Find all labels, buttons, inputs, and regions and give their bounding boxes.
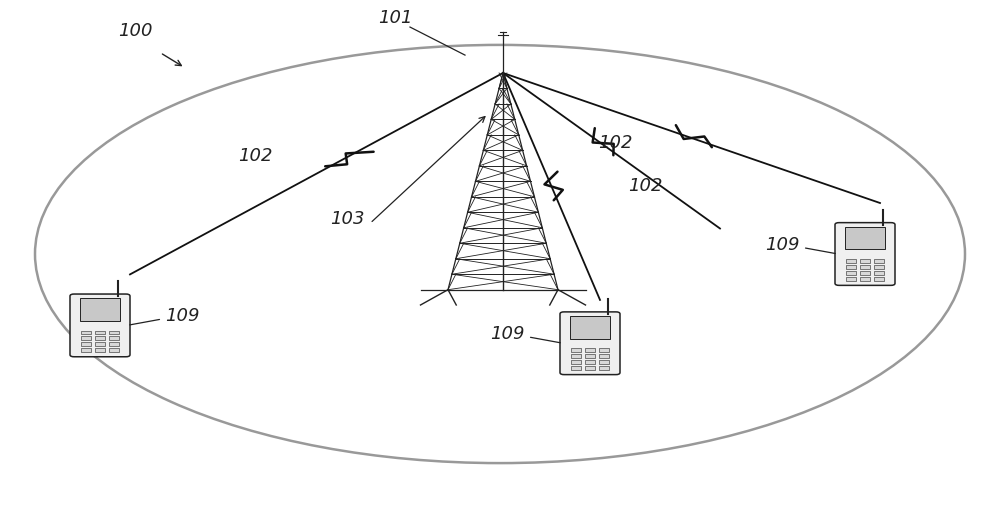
Text: 109: 109 <box>766 236 835 254</box>
Bar <box>109 331 119 335</box>
Bar <box>81 337 91 341</box>
Bar <box>860 266 870 269</box>
Bar <box>95 349 105 352</box>
FancyBboxPatch shape <box>70 294 130 357</box>
Text: 101: 101 <box>378 9 412 27</box>
Bar <box>860 271 870 275</box>
Text: 100: 100 <box>118 22 152 40</box>
Text: 103: 103 <box>330 210 365 228</box>
Bar <box>109 343 119 347</box>
Bar <box>571 360 581 364</box>
Bar <box>109 337 119 341</box>
Bar <box>846 277 856 281</box>
Bar <box>846 266 856 269</box>
Bar <box>846 260 856 264</box>
Bar <box>95 343 105 347</box>
FancyBboxPatch shape <box>835 223 895 286</box>
Bar <box>585 349 595 353</box>
Bar <box>874 260 884 264</box>
Bar <box>874 271 884 275</box>
Bar <box>81 331 91 335</box>
Bar <box>109 349 119 352</box>
FancyBboxPatch shape <box>560 312 620 375</box>
Bar <box>585 360 595 364</box>
Bar <box>570 317 610 339</box>
Bar <box>585 355 595 358</box>
Bar <box>845 228 885 250</box>
Bar <box>95 337 105 341</box>
Bar <box>571 366 581 370</box>
Text: 102: 102 <box>598 134 632 152</box>
Bar <box>81 343 91 347</box>
Bar <box>599 360 609 364</box>
Text: 102: 102 <box>238 147 272 164</box>
Text: 109: 109 <box>490 325 560 343</box>
Bar <box>81 349 91 352</box>
Bar <box>860 277 870 281</box>
Bar <box>80 299 120 321</box>
Bar <box>585 366 595 370</box>
Text: 109: 109 <box>130 307 200 325</box>
Bar <box>599 366 609 370</box>
Bar <box>571 355 581 358</box>
Bar <box>874 277 884 281</box>
Bar <box>599 349 609 353</box>
Text: 102: 102 <box>628 177 662 195</box>
Bar <box>599 355 609 358</box>
Bar <box>571 349 581 353</box>
Bar <box>874 266 884 269</box>
Bar <box>95 331 105 335</box>
Bar <box>846 271 856 275</box>
Bar <box>860 260 870 264</box>
